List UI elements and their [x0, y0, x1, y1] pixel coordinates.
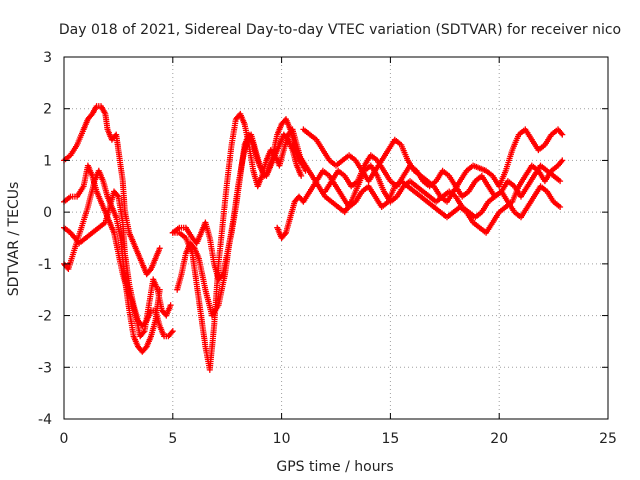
- x-tick-label: 5: [168, 431, 177, 447]
- axes: -4 -3 -2 -1 0 1 2 3 0 5 10 15 20 25: [38, 50, 617, 447]
- x-tick-label: 20: [490, 431, 508, 447]
- plot-frame: [63, 56, 609, 420]
- x-tick-label: 10: [273, 431, 291, 447]
- series-markers: [174, 116, 307, 319]
- chart-title: Day 018 of 2021, Sidereal Day-to-day VTE…: [59, 22, 621, 38]
- y-tick-label: 1: [43, 153, 52, 169]
- series-markers: [289, 141, 564, 221]
- x-tick-label: 0: [60, 431, 69, 447]
- y-axis-label: SDTVAR / TECUs: [6, 182, 22, 297]
- y-tick-label: -2: [38, 309, 52, 325]
- series-track-k: [322, 152, 564, 200]
- series-markers: [61, 103, 163, 278]
- series-markers: [322, 152, 564, 200]
- y-tick-label: 3: [43, 50, 52, 66]
- series-track-j: [289, 141, 564, 221]
- x-tick-label: 25: [599, 431, 617, 447]
- x-axis-label: GPS time / hours: [276, 459, 393, 475]
- x-tick-label: 15: [381, 431, 399, 447]
- data-series: [61, 103, 566, 373]
- y-tick-label: -3: [38, 360, 52, 376]
- y-tick-label: -1: [38, 257, 52, 273]
- y-tick-label: -4: [38, 412, 52, 428]
- series-track-g: [174, 116, 307, 319]
- series-track-d: [61, 103, 163, 278]
- grid: [64, 57, 608, 419]
- y-tick-label: 2: [43, 102, 52, 118]
- y-tick-label: 0: [43, 205, 52, 221]
